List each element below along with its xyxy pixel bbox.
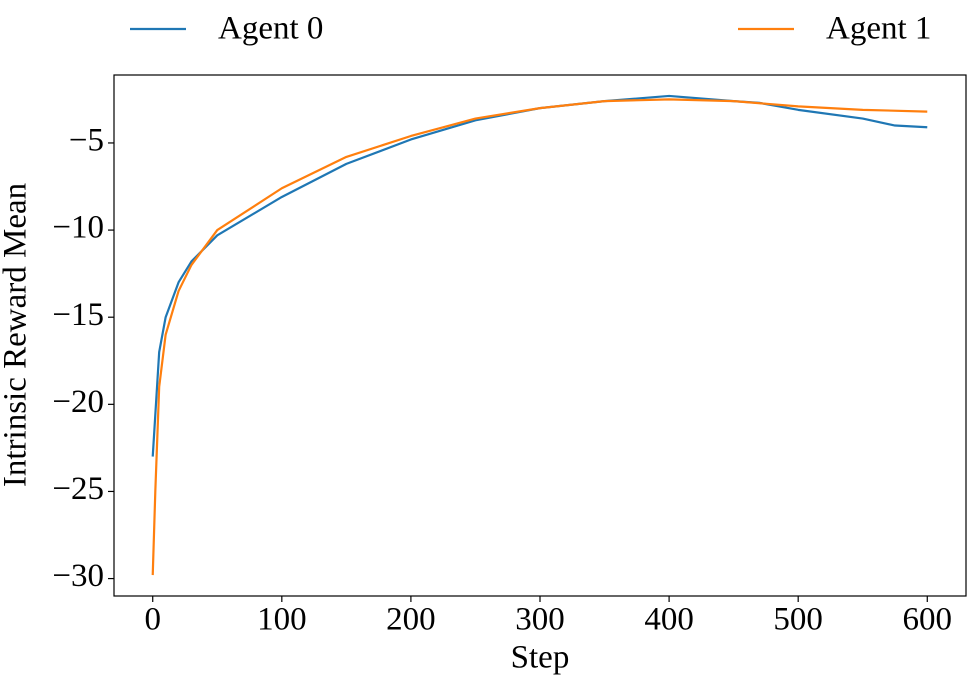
y-tick-label: −15 — [52, 297, 104, 333]
legend-label: Agent 1 — [826, 11, 931, 47]
plot-frame — [113, 74, 967, 597]
y-tick-label: −5 — [69, 123, 104, 159]
x-tick-label: 400 — [644, 602, 694, 638]
x-tick-label: 100 — [257, 602, 307, 638]
y-tick-label: −25 — [52, 471, 104, 507]
x-axis-label: Step — [511, 640, 570, 676]
y-axis-label: Intrinsic Reward Mean — [0, 183, 34, 487]
legend-label: Agent 0 — [218, 11, 323, 47]
x-tick-label: 300 — [515, 602, 565, 638]
x-tick-label: 500 — [773, 602, 823, 638]
x-tick-label: 600 — [903, 602, 953, 638]
y-tick-label: −20 — [52, 384, 104, 420]
x-tick-label: 200 — [386, 602, 436, 638]
y-tick-label: −30 — [52, 558, 104, 594]
series-line — [151, 98, 928, 576]
x-tick-label: 0 — [144, 602, 161, 638]
series-line — [151, 94, 928, 457]
y-tick-label: −10 — [52, 210, 104, 246]
